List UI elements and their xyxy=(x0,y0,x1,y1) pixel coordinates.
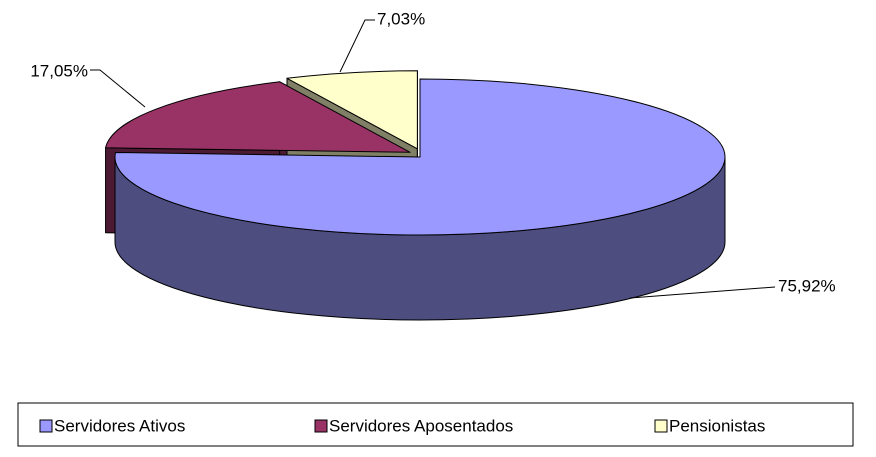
legend-swatch xyxy=(654,419,668,433)
data-label: 7,03% xyxy=(377,9,425,28)
legend-swatch xyxy=(314,419,328,433)
pie: 75,92% 17,05% 7,03% xyxy=(30,9,836,321)
legend-label: Servidores Aposentados xyxy=(329,416,513,435)
slice xyxy=(286,70,418,150)
data-label: 75,92% xyxy=(778,276,836,295)
legend-box xyxy=(17,402,854,447)
leader-line xyxy=(629,286,776,299)
slice xyxy=(114,78,726,236)
leader-line xyxy=(90,69,146,108)
slice xyxy=(105,81,411,153)
leader-line xyxy=(339,19,375,73)
legend-label: Servidores Ativos xyxy=(54,416,185,435)
legend-label: Pensionistas xyxy=(669,416,765,435)
data-label: 17,05% xyxy=(30,61,88,80)
legend: Servidores Ativos Servidores Aposentados P… xyxy=(39,416,765,435)
legend-swatch xyxy=(39,419,53,433)
